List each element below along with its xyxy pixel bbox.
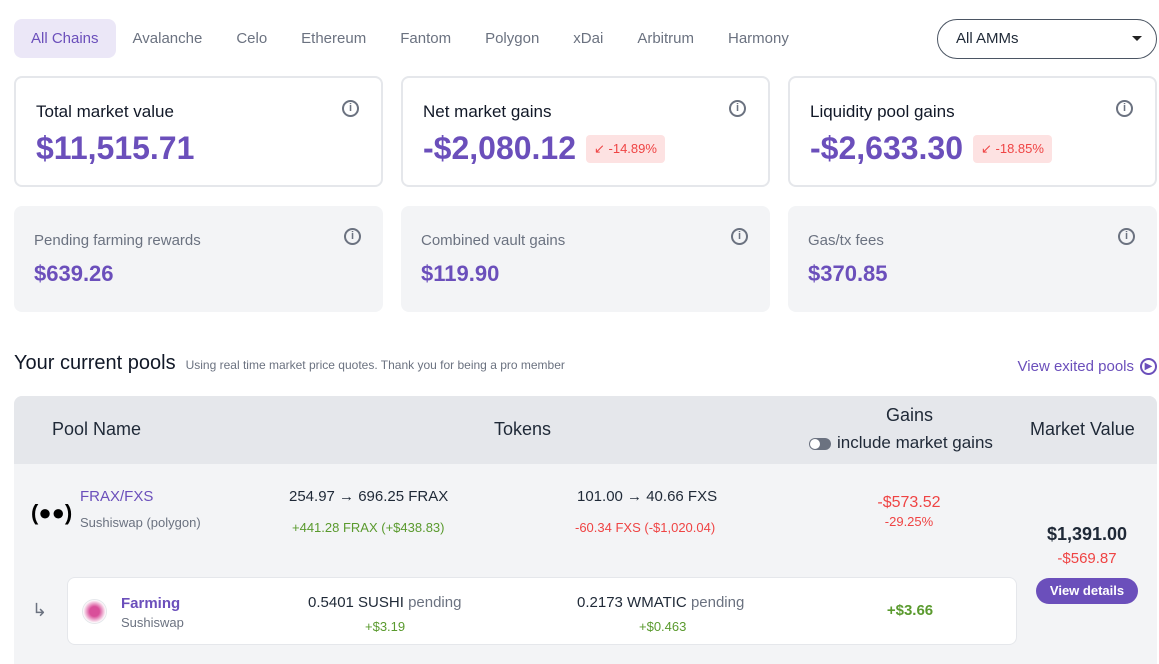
card-value: -$2,633.30 ↙ -18.85% (810, 130, 1135, 167)
card-label: Net market gains (423, 102, 552, 121)
reward2-usd: +$0.463 (639, 619, 687, 634)
chain-tabs: All Chains Avalanche Celo Ethereum Fanto… (14, 19, 806, 58)
pool-platform: Sushiswap (polygon) (80, 515, 201, 530)
reward2: 0.2173 WMATIC pending (577, 594, 744, 611)
sub-row-arrow-icon: ↳ (32, 600, 48, 620)
farming-row: Farming Sushiswap 0.5401 SUSHI pending +… (67, 577, 1017, 645)
info-icon[interactable]: i (729, 100, 746, 117)
tab-harmony[interactable]: Harmony (728, 30, 789, 47)
info-icon[interactable]: i (344, 228, 361, 245)
market-gains-toggle[interactable]: include market gains (809, 433, 993, 453)
section-header: Your current pools Using real time market… (14, 352, 565, 375)
amm-select[interactable]: All AMMs (937, 19, 1157, 59)
card-liquidity-pool-gains: Liquidity pool gains -$2,633.30 ↙ -18.85% i (788, 76, 1157, 187)
farming-platform: Sushiswap (121, 615, 184, 630)
card-gas-fees: Gas/tx fees $370.85 i (788, 206, 1157, 312)
card-value: $370.85 (808, 261, 888, 286)
reward1-amount: 0.5401 SUSHI (308, 594, 404, 611)
chevron-right-icon: ▶ (1140, 358, 1157, 375)
tab-arbitrum[interactable]: Arbitrum (637, 30, 694, 47)
info-icon[interactable]: i (342, 100, 359, 117)
value-text: -$2,633.30 (810, 130, 964, 166)
value-text: -$2,080.12 (423, 130, 577, 166)
tab-fantom[interactable]: Fantom (400, 30, 452, 47)
token2-delta: -60.34 FXS (-$1,020.04) (575, 520, 716, 535)
token1-delta: +441.28 FRAX (+$438.83) (292, 520, 445, 535)
value-text: $11,515.71 (36, 130, 195, 166)
farming-name: Farming (121, 595, 181, 612)
tab-ethereum[interactable]: Ethereum (301, 30, 367, 47)
reward2-amount: 0.2173 WMATIC (577, 594, 687, 611)
toggle-label: include market gains (837, 433, 993, 452)
info-icon[interactable]: i (731, 228, 748, 245)
amm-select-value: All AMMs (956, 30, 1019, 47)
pool-gain: -$573.52 (877, 494, 941, 511)
pool-name[interactable]: FRAX/FXS (80, 488, 154, 505)
tab-avalanche[interactable]: Avalanche (132, 30, 203, 47)
card-pending-farming-rewards: Pending farming rewards $639.26 i (14, 206, 383, 312)
card-combined-vault-gains: Combined vault gains $119.90 i (401, 206, 770, 312)
caret-down-icon (1132, 36, 1142, 46)
card-net-market-gains: Net market gains -$2,080.12 ↙ -14.89% i (401, 76, 770, 187)
table-header: Pool Name Tokens Gains include market ga… (14, 396, 1157, 464)
market-value: $1,391.00 (1046, 524, 1128, 544)
card-label: Gas/tx fees (808, 232, 884, 249)
pool-gain-pct: -29.25% (884, 514, 934, 529)
card-label: Combined vault gains (421, 232, 566, 249)
info-icon[interactable]: i (1118, 228, 1135, 245)
change-badge: ↙ -18.85% (973, 134, 1052, 163)
view-details-button[interactable]: View details (1036, 578, 1138, 604)
reward1-usd: +$3.19 (365, 619, 406, 634)
section-subtitle: Using real time market price quotes. Tha… (185, 358, 565, 372)
tab-celo[interactable]: Celo (236, 30, 268, 47)
token1-amount: 254.97 → 696.25 FRAX (289, 488, 449, 505)
tab-polygon[interactable]: Polygon (485, 30, 540, 47)
farming-total-gain: +$3.66 (886, 602, 934, 619)
tab-all-chains[interactable]: All Chains (14, 19, 116, 58)
info-icon[interactable]: i (1116, 100, 1133, 117)
card-total-market-value: Total market value $11,515.71 i (14, 76, 383, 187)
pools-table: Pool Name Tokens Gains include market ga… (14, 396, 1157, 664)
reward1: 0.5401 SUSHI pending (308, 594, 461, 611)
card-label: Total market value (36, 102, 174, 121)
card-value: $11,515.71 (36, 130, 361, 167)
view-exited-pools-link[interactable]: View exited pools ▶ (1018, 358, 1157, 375)
market-value-delta: -$569.87 (1057, 550, 1117, 567)
section-title: Your current pools (14, 352, 176, 374)
link-label: View exited pools (1017, 358, 1134, 375)
frax-fxs-logo-icon: (●●) (31, 500, 73, 525)
card-label: Liquidity pool gains (810, 102, 955, 121)
card-value: $639.26 (34, 261, 114, 286)
pending-label: pending (408, 594, 462, 611)
card-value: $119.90 (421, 261, 500, 286)
card-label: Pending farming rewards (34, 232, 201, 249)
header-market-value: Market Value (1030, 419, 1135, 439)
header-gains: Gains (886, 405, 934, 425)
header-tokens: Tokens (494, 419, 552, 439)
sushi-logo-icon (82, 599, 107, 624)
change-badge: ↙ -14.89% (586, 134, 665, 163)
header-pool-name: Pool Name (52, 419, 142, 439)
tab-xdai[interactable]: xDai (573, 30, 604, 47)
card-value: -$2,080.12 ↙ -14.89% (423, 130, 748, 167)
token2-amount: 101.00 → 40.66 FXS (577, 488, 718, 505)
pending-label: pending (690, 594, 745, 611)
toggle-switch[interactable] (809, 437, 831, 450)
